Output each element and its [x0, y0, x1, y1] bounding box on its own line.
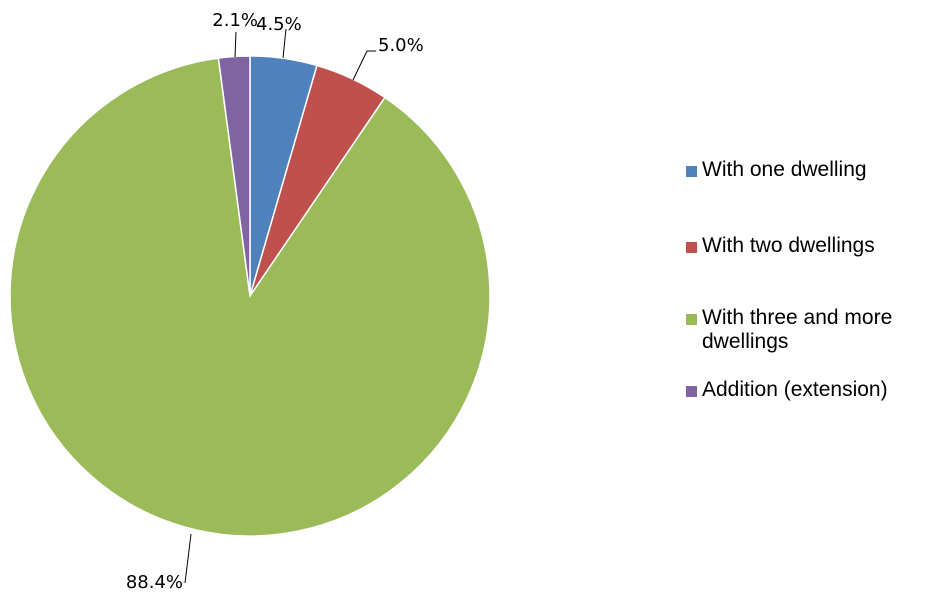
legend-item-one-dwelling: With one dwelling	[686, 158, 946, 182]
legend-label-three-and-more-dwellings: With three and more dwellings	[702, 306, 893, 353]
legend-item-three-and-more-dwellings: With three and more dwellings	[686, 306, 946, 354]
data-label-addition-extension: 2.1%	[212, 10, 258, 31]
pie-slice-addition-extension	[217, 55, 251, 297]
legend-swatch-two-dwellings	[686, 242, 697, 253]
leader-line-one-dwelling	[282, 28, 287, 59]
legend-swatch-one-dwelling	[686, 166, 697, 177]
pie-slice-three-and-more-dwellings	[9, 57, 491, 537]
legend-label-addition-extension: Addition (extension)	[702, 378, 888, 401]
leader-line-three-and-more-dwellings	[184, 533, 192, 584]
data-label-three-and-more-dwellings: 88.4%	[126, 572, 183, 593]
legend-label-two-dwellings: With two dwellings	[702, 234, 875, 257]
data-label-two-dwellings: 5.0%	[378, 35, 424, 56]
legend-item-two-dwellings: With two dwellings	[686, 234, 946, 258]
legend-swatch-three-and-more-dwellings	[686, 314, 697, 325]
legend-label-one-dwelling: With one dwelling	[702, 158, 867, 181]
leader-line-addition-extension	[234, 31, 237, 58]
leader-line-two-dwellings	[352, 50, 376, 81]
legend-swatch-addition-extension	[686, 386, 697, 397]
legend-item-addition-extension: Addition (extension)	[686, 378, 946, 402]
data-label-one-dwelling: 4.5%	[256, 14, 302, 35]
